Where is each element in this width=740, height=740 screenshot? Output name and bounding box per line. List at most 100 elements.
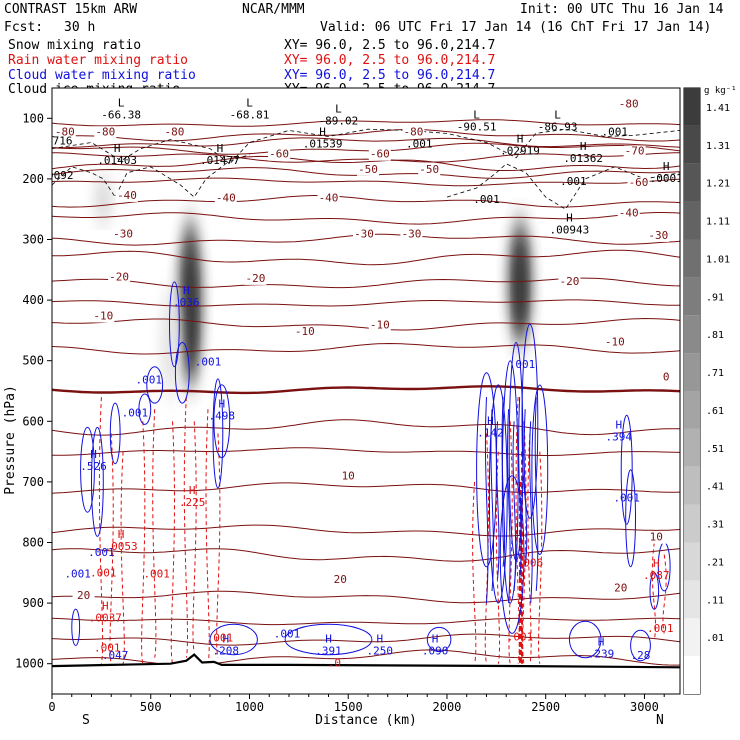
plot-frame (51, 87, 681, 695)
rain-water-contour (120, 451, 125, 664)
isotherm-label-bg (337, 470, 360, 483)
high-marker: H (487, 414, 494, 427)
terrain-layer (52, 653, 680, 694)
isotherm-line (52, 152, 680, 163)
forecast-label: Fcst: (4, 20, 43, 35)
isotherm-label: -40 (319, 191, 339, 204)
isotherm-label: 20 (334, 573, 347, 586)
cloud-water-contour (531, 384, 549, 556)
cloud-ice-label: .001 (406, 137, 433, 150)
cloud-water-contour (213, 384, 231, 459)
cloud-water-label: .142 (477, 426, 504, 439)
high-marker: H (189, 484, 196, 497)
cloud-water-label: .001 (509, 358, 536, 371)
cloud-ice-label: .01403 (97, 154, 137, 167)
rain-water-contour (109, 433, 114, 664)
isotherm-label: -40 (216, 191, 236, 204)
colorbar-unit: g kg⁻¹ (704, 86, 737, 96)
isotherm-line (52, 129, 680, 142)
colorbar-level-label: .91 (706, 292, 724, 303)
cloud-water-contour (71, 608, 81, 646)
rain-water-contour (183, 397, 189, 658)
isotherm-label: -60 (269, 148, 289, 161)
isotherm-label-bg (163, 126, 186, 139)
cloud-water-contour (534, 397, 539, 592)
isotherm-label: -10 (93, 310, 113, 323)
isotherm-label-bg (116, 189, 138, 202)
isotherm-label-bg (72, 589, 95, 602)
high-marker: H (376, 633, 383, 646)
valid-time: Valid: 06 UTC Fri 17 Jan 14 (16 ChT Fri … (320, 20, 711, 35)
cloud-water-label: .250 (367, 645, 394, 658)
low-marker: L (335, 102, 342, 115)
y-tick-label: 900 (22, 596, 44, 610)
colorbar-swatch (684, 580, 700, 619)
cloud-ice-label: -89.02 (319, 114, 359, 127)
cloud-ice-label: .0716 (39, 134, 72, 147)
legend-cloud-water-xy: XY= 96.0, 2.5 to 96.0,214.7 (284, 68, 495, 83)
legend-snow-xy: XY= 96.0, 2.5 to 96.0,214.7 (284, 38, 495, 53)
terrain-fill (52, 654, 680, 694)
colorbar-level-label: 1.41 (706, 103, 730, 114)
colorbar-level-label: .41 (706, 482, 724, 493)
isotherm-label: -20 (559, 275, 579, 288)
isotherm-line (52, 299, 680, 307)
isotherm-label-bg (53, 126, 76, 139)
high-marker: H (663, 160, 670, 173)
cloud-water-contour (109, 402, 121, 465)
isotherm-line (52, 137, 680, 149)
cloud-water-contour (521, 323, 539, 519)
cloud-water-contour (529, 421, 533, 604)
isotherm-label-bg (609, 582, 632, 595)
cloud-water-contour (568, 620, 602, 659)
cloud-ice-label: .0001 (650, 172, 683, 185)
isotherm-line (52, 119, 680, 127)
rain-water-label: .006 (517, 557, 544, 570)
rain-water-label: .001 (94, 642, 121, 655)
isotherm-label-bg (400, 228, 423, 241)
cloud-ice-label: .02919 (500, 145, 540, 158)
cloud-water-contour (91, 426, 104, 537)
isotherm-label: -60 (370, 148, 390, 161)
isotherm-label: -10 (370, 319, 390, 332)
colorbar-swatch (684, 656, 700, 694)
cloud-water-contour (484, 397, 489, 604)
colorbar-level-label: .31 (706, 520, 724, 531)
isotherm-label-bg (623, 145, 646, 158)
isotherm-line (52, 142, 680, 155)
isotherm-label: -30 (648, 229, 668, 242)
cloud-water-label: .047 (102, 649, 129, 662)
cloud-water-label: .036 (173, 296, 200, 309)
isotherm-label-bg (627, 177, 650, 190)
isotherm-line (52, 212, 680, 225)
low-marker: L (118, 96, 125, 109)
y-tick-label: 100 (22, 111, 44, 125)
isotherm-label-bg (108, 271, 131, 284)
cloud-water-label: .498 (209, 410, 236, 423)
isotherm-line (52, 317, 680, 331)
isotherm-label: -70 (625, 145, 645, 158)
colorbar-swatch (684, 315, 700, 354)
cloud-water-label: .001 (613, 491, 640, 504)
isotherm-label: -30 (354, 228, 374, 241)
high-marker: H (598, 636, 605, 649)
colorbar-level-label: .01 (706, 633, 724, 644)
terrain-surface-line (52, 653, 680, 669)
colorbar-swatch (684, 391, 700, 429)
x-axis-title: Distance (km) (315, 713, 417, 728)
colorbar-swatches: 1.41 1.31 1.21 1.11 1.01 .91 .81 .71 .61 .51 .41 .3… (684, 88, 730, 694)
cloud-water-contour (625, 469, 636, 568)
cloud-water-contour (426, 626, 452, 653)
colorbar-swatch (684, 125, 700, 164)
y-tick-label: 300 (22, 233, 44, 247)
cloud-ice-label: -86.93 (538, 120, 578, 133)
isotherm-label: 20 (77, 589, 90, 602)
axes: 100 200 300 400 500 600 700 800 900 1000 0 500 1000 1… (15, 111, 665, 714)
high-marker: H (325, 633, 332, 646)
legend-cloud-water: Cloud water mixing ratio (8, 68, 196, 83)
high-marker: H (615, 419, 622, 432)
low-marker: L (246, 96, 253, 109)
isotherm-label-bg (368, 319, 391, 332)
isotherm-label: -80 (95, 125, 115, 138)
isotherm-label: -40 (117, 189, 137, 202)
